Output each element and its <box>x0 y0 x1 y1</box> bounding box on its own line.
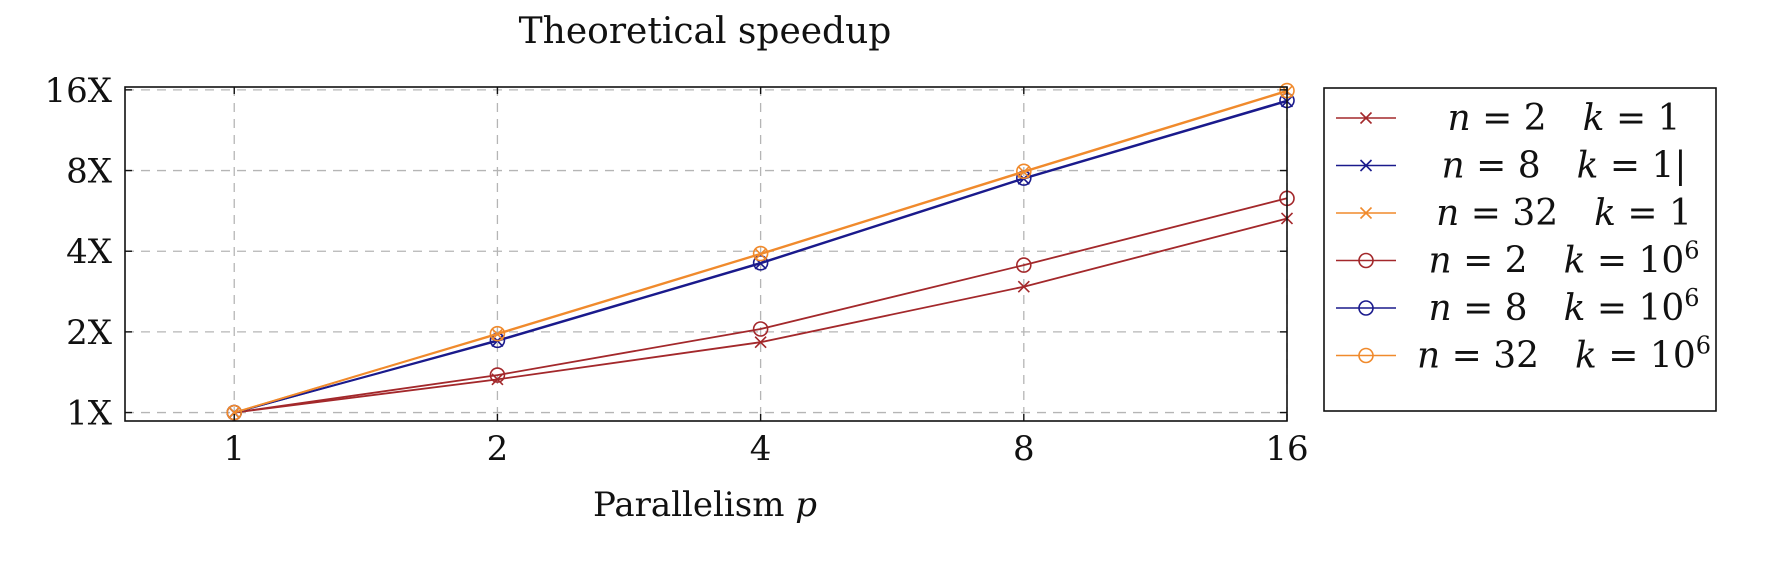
y-tick-label: 1X <box>66 394 113 434</box>
x-tick-label: 2 <box>487 429 509 469</box>
data-point <box>754 336 767 349</box>
y-tick-label: 2X <box>66 313 113 353</box>
data-point <box>754 248 767 261</box>
legend-label: n = 32 k = 106 <box>1417 332 1711 377</box>
legend-entry-4: n = 2 k = 106 <box>1336 237 1700 282</box>
series-4 <box>226 190 1295 421</box>
legend-marker <box>1358 347 1374 364</box>
y-axis: 1X 2X 4X 8X 16X <box>45 71 1287 434</box>
x-tick-label: 16 <box>1265 429 1308 469</box>
legend-entry-2: n = 8 k = 1| <box>1336 146 1687 187</box>
legend-entry-1: n = 2 k = 1 <box>1336 98 1680 139</box>
data-point <box>752 321 769 337</box>
y-tick-label: 8X <box>66 152 113 192</box>
data-point <box>1016 163 1032 180</box>
legend-marker <box>1359 159 1373 172</box>
chart-title: Theoretical speedup <box>519 11 892 52</box>
data-point <box>1016 257 1032 273</box>
legend-marker <box>1358 300 1374 316</box>
grid <box>125 87 1288 421</box>
legend-marker <box>1359 206 1373 220</box>
legend-marker <box>1358 252 1374 269</box>
legend: n = 2 k = 1 n = 8 k = 1| n = 32 k = 1n = 2… <box>1323 87 1717 412</box>
legend-label: n = 2 k = 1 <box>1448 98 1681 139</box>
x-axis: 1 2 4 8 16 <box>223 87 1309 469</box>
y-tick-label: 4X <box>66 232 113 272</box>
legend-label: n = 32 k = 1 <box>1436 193 1692 234</box>
data-point <box>491 328 504 341</box>
legend-entry-6: n = 32 k = 106 <box>1336 332 1711 377</box>
series-line <box>234 197 1288 414</box>
x-tick-label: 4 <box>750 429 772 469</box>
legend-entry-5: n = 8 k = 106 <box>1336 284 1700 329</box>
data-point <box>489 325 506 342</box>
plot-frame <box>124 86 1288 422</box>
legend-marker <box>1359 111 1373 125</box>
data-point <box>489 367 506 383</box>
data-point <box>1017 280 1030 293</box>
data-point <box>752 245 769 262</box>
data-point <box>491 373 504 386</box>
x-axis-label: Parallelism p <box>593 485 817 525</box>
legend-box <box>1323 87 1717 412</box>
legend-entry-3: n = 32 k = 1 <box>1336 193 1692 234</box>
y-tick-label: 16X <box>45 71 113 111</box>
legend-label: n = 8 k = 106 <box>1428 284 1699 329</box>
data-point <box>1017 165 1030 179</box>
series-group <box>226 82 1295 421</box>
legend-label: n = 2 k = 106 <box>1428 237 1699 282</box>
data-point <box>752 255 769 271</box>
x-tick-label: 1 <box>223 429 245 469</box>
legend-label: n = 8 k = 1| <box>1441 146 1686 187</box>
x-tick-label: 8 <box>1013 429 1035 469</box>
data-point <box>228 406 241 419</box>
